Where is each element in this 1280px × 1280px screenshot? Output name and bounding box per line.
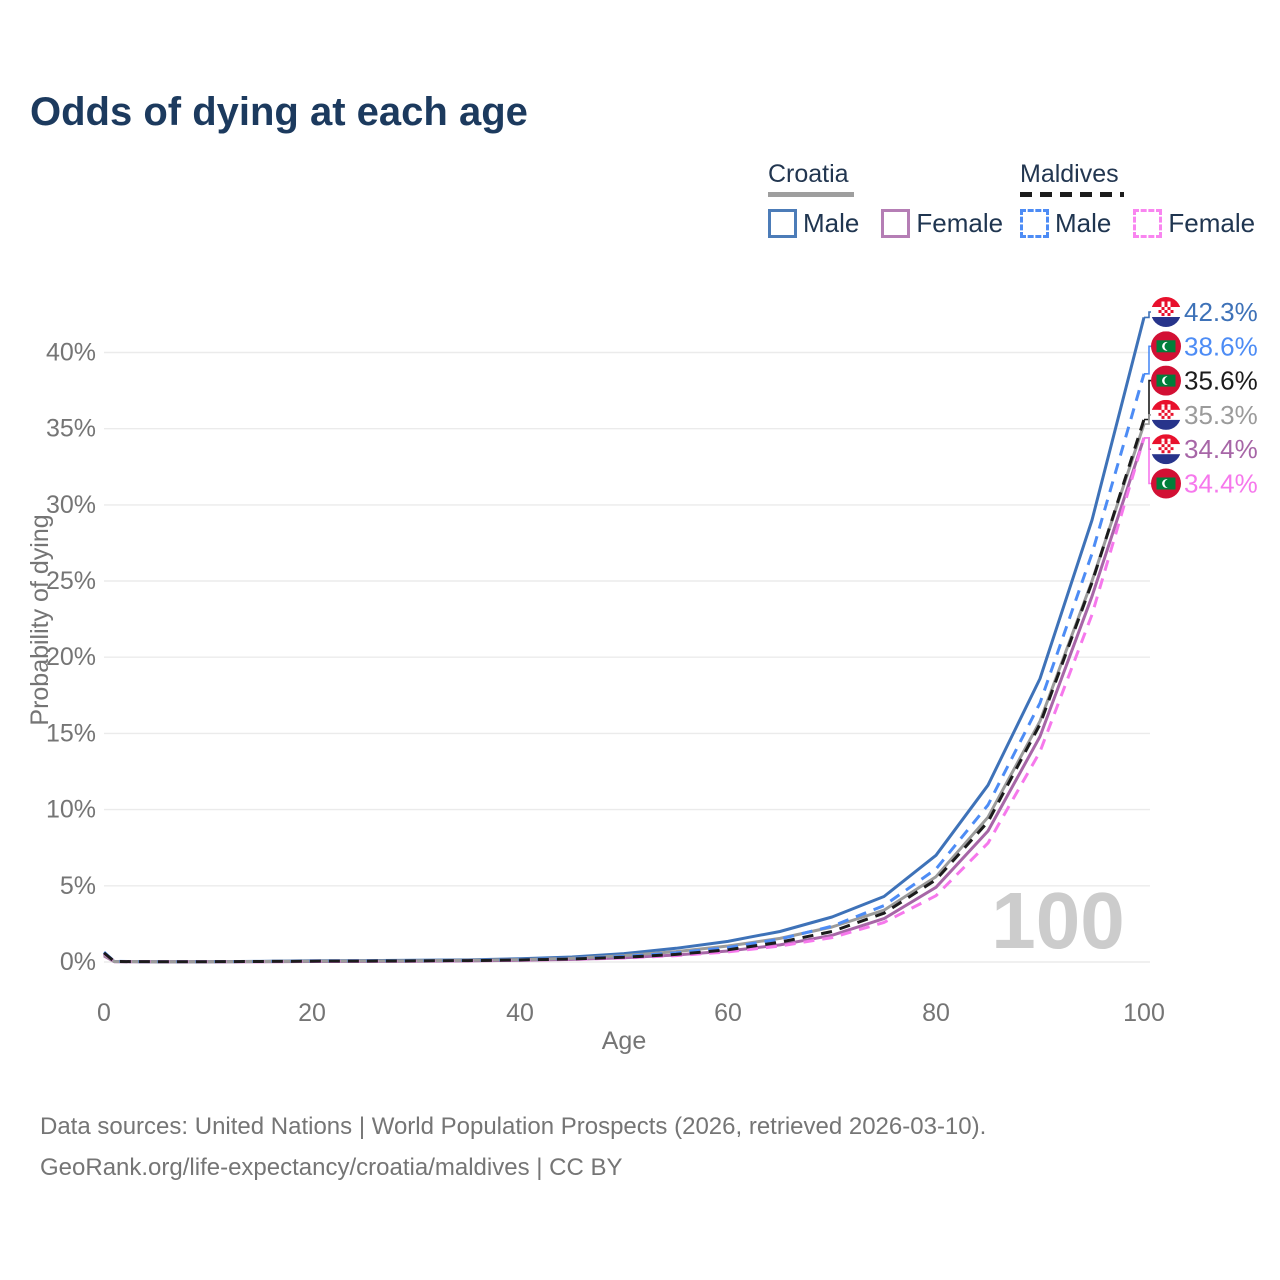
- end-label-croatia-female: 34.4%: [1184, 434, 1258, 464]
- croatia-flag-icon: [1151, 297, 1181, 327]
- y-axis-tick: 40%: [46, 339, 96, 367]
- legend-label[interactable]: Female: [1168, 208, 1256, 238]
- page-title: Odds of dying at each age: [30, 90, 528, 134]
- line-croatia-female: [103, 437, 1146, 964]
- y-axis-tick: 0%: [60, 948, 96, 976]
- x-axis-tick: 20: [298, 999, 326, 1027]
- legend-item-maldives-female[interactable]: Female: [1133, 208, 1255, 239]
- croatia-male-swatch[interactable]: [768, 209, 797, 238]
- croatia-flag-icon: [1151, 399, 1181, 430]
- leader-croatia-both: [1144, 414, 1151, 425]
- croatia-line-style-swatch: [768, 192, 854, 197]
- y-axis-tick: 20%: [46, 643, 96, 671]
- maldives-flag-icon: [1151, 365, 1181, 396]
- legend-item-croatia-female[interactable]: Female: [881, 208, 1003, 239]
- line-maldives-female: [103, 437, 1146, 964]
- legend-group-maldives: Maldives Male Female: [1020, 160, 1255, 239]
- end-label-maldives-male: 38.6%: [1184, 331, 1258, 361]
- end-label-croatia-male: 42.3%: [1184, 297, 1258, 327]
- y-axis-tick: 10%: [46, 796, 96, 824]
- end-label-maldives-both: 35.6%: [1184, 366, 1258, 396]
- maldives-flag-icon: [1151, 468, 1181, 499]
- line-maldives-both: [103, 419, 1146, 964]
- y-axis-tick: 5%: [60, 872, 96, 900]
- leader-maldives-female: [1144, 437, 1151, 485]
- croatia-flag-icon: [1151, 434, 1181, 465]
- y-axis-tick: 30%: [46, 491, 96, 519]
- y-axis-title: Probability of dying: [26, 514, 54, 725]
- leader-croatia-male: [1144, 311, 1151, 319]
- leader-maldives-both: [1144, 379, 1151, 421]
- line-croatia-male: [103, 317, 1146, 964]
- y-axis-tick: 25%: [46, 567, 96, 595]
- legend-maldives-title: Maldives: [1020, 160, 1119, 188]
- x-axis-tick: 100: [1123, 999, 1165, 1027]
- x-axis-tick: 80: [922, 999, 950, 1027]
- x-axis-tick: 0: [97, 999, 111, 1027]
- legend-croatia-title: Croatia: [768, 160, 849, 188]
- x-axis-tick: 40: [506, 999, 534, 1027]
- x-axis-tick: 60: [714, 999, 742, 1027]
- legend-group-croatia: Croatia Male Female: [768, 160, 1003, 239]
- footer-line-1: Data sources: United Nations | World Pop…: [40, 1113, 987, 1140]
- croatia-female-swatch[interactable]: [881, 209, 911, 238]
- y-axis-tick: 35%: [46, 415, 96, 443]
- gridlines: [104, 351, 1150, 963]
- legend-label[interactable]: Male: [803, 208, 860, 238]
- end-label-maldives-female: 34.4%: [1184, 469, 1258, 499]
- data-source-note: Data sources: United Nations | World Pop…: [40, 1106, 986, 1188]
- x-axis-title: Age: [602, 1027, 646, 1055]
- maldives-male-swatch[interactable]: [1020, 209, 1049, 238]
- footer-line-2: GeoRank.org/life-expectancy/croatia/mald…: [40, 1154, 623, 1181]
- maldives-line-style-swatch: [1020, 192, 1124, 197]
- maldives-flag-icon: [1151, 331, 1181, 362]
- y-axis-tick: 15%: [46, 719, 96, 747]
- legend-label[interactable]: Male: [1055, 208, 1112, 238]
- end-label-croatia-both: 35.3%: [1184, 400, 1258, 430]
- line-maldives-male: [103, 373, 1146, 964]
- age-watermark: 100: [991, 876, 1124, 965]
- legend-item-maldives-male[interactable]: Male: [1020, 208, 1111, 239]
- leader-maldives-male: [1144, 345, 1151, 375]
- maldives-female-swatch[interactable]: [1133, 209, 1163, 238]
- legend-label[interactable]: Female: [916, 208, 1004, 238]
- legend-item-croatia-male[interactable]: Male: [768, 208, 859, 239]
